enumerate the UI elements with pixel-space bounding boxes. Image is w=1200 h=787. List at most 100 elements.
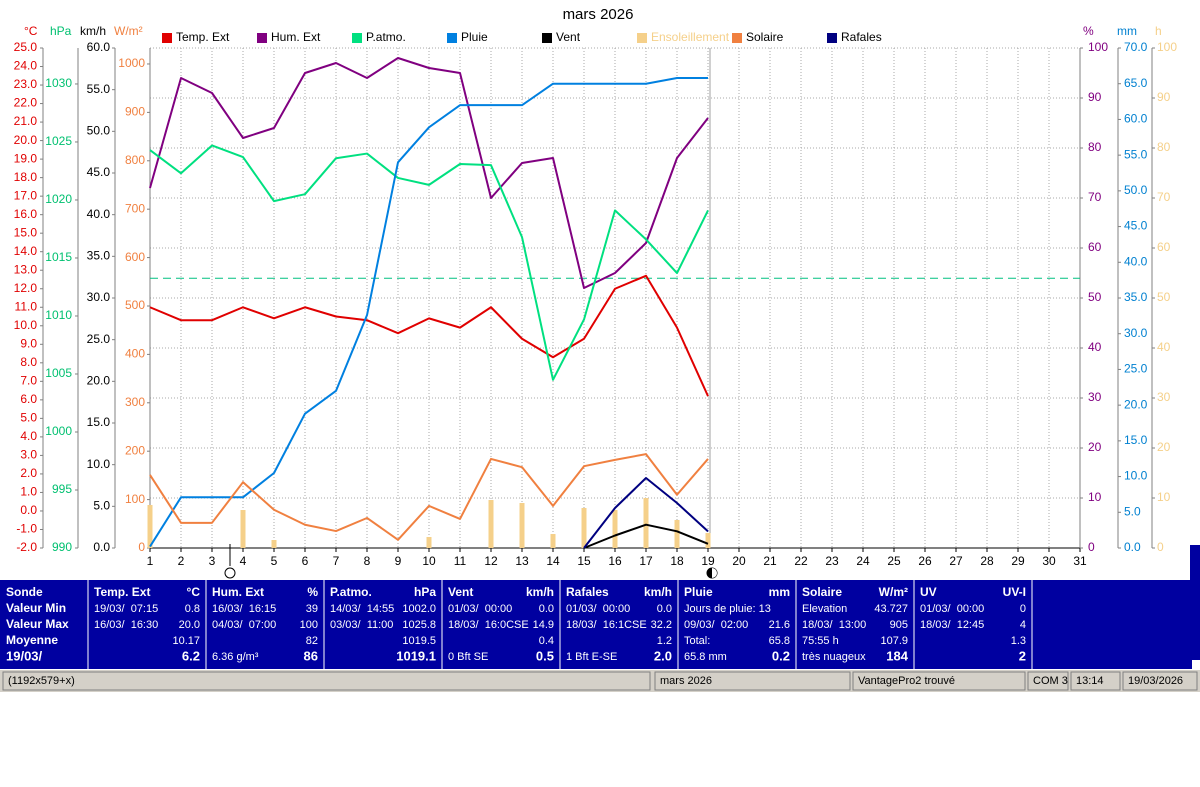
x-tick-label: 13 <box>515 554 529 568</box>
sunshine-bar <box>705 533 711 548</box>
y-tick-label: 50 <box>1088 290 1102 304</box>
y-tick-label: 40.0 <box>1124 254 1148 268</box>
cell-text: 19/03/ 07:15 <box>94 603 158 615</box>
cell-text: très nuageux <box>802 651 866 663</box>
y-tick-label: 500 <box>125 298 145 312</box>
table-header: Sonde <box>6 585 43 599</box>
y-tick-label: 100 <box>125 492 145 506</box>
legend-swatch <box>542 33 552 43</box>
x-tick-label: 1 <box>147 554 154 568</box>
y-tick-label: 14.0 <box>14 244 38 258</box>
cell-value: 1019.1 <box>396 648 436 663</box>
y-tick-label: 18.0 <box>14 170 38 184</box>
cell-value: 1025.8 <box>402 619 436 631</box>
y-tick-label: 3.0 <box>20 448 37 462</box>
x-tick-label: 22 <box>794 554 808 568</box>
y-tick-label: 35.0 <box>87 249 111 263</box>
moon-phase-light <box>712 568 717 578</box>
y-tick-label: 0 <box>138 540 145 554</box>
y-tick-label: 10 <box>1088 490 1102 504</box>
y-tick-label: 30.0 <box>87 290 111 304</box>
column-title: Hum. Ext <box>212 585 264 599</box>
cell-value: 86 <box>304 648 318 663</box>
x-tick-label: 2 <box>178 554 185 568</box>
cell-value: 65.8 <box>769 635 790 647</box>
y-tick-label: 4.0 <box>20 429 37 443</box>
y-tick-label: 50 <box>1157 290 1171 304</box>
chart-title: mars 2026 <box>563 6 634 23</box>
y-tick-label: 0 <box>1088 540 1095 554</box>
cell-text: Elevation <box>802 603 847 615</box>
column-unit: mm <box>769 585 790 599</box>
status-cell <box>1070 671 1121 691</box>
cell-value: 4 <box>1020 619 1026 631</box>
y-tick-label: 17.0 <box>14 188 38 202</box>
x-tick-label: 25 <box>887 554 901 568</box>
cell-value: 0.5 <box>536 648 554 663</box>
y-tick-label: 5.0 <box>1124 504 1141 518</box>
legend-label: Solaire <box>746 30 784 44</box>
y-tick-label: 55.0 <box>1124 147 1148 161</box>
legend-label: Rafales <box>841 30 882 44</box>
y-tick-label: 1010 <box>45 308 72 322</box>
y-tick-label: 13.0 <box>14 262 38 276</box>
status-text: (1192x579+x) <box>8 675 75 687</box>
cell-value: 82 <box>306 635 318 647</box>
cell-value: 0.4 <box>539 635 554 647</box>
column-unit: °C <box>187 585 201 599</box>
legend-label: Hum. Ext <box>271 30 321 44</box>
sunshine-bar <box>612 510 618 548</box>
column-unit: % <box>307 585 318 599</box>
x-tick-label: 15 <box>577 554 591 568</box>
y-tick-label: 5.0 <box>20 411 37 425</box>
x-tick-label: 26 <box>918 554 932 568</box>
cell-value: 32.2 <box>651 619 672 631</box>
cell-value: 6.2 <box>182 648 200 663</box>
cell-value: 107.9 <box>880 635 908 647</box>
x-tick-label: 20 <box>732 554 746 568</box>
column-unit: W/m² <box>879 585 908 599</box>
y-tick-label: 25.0 <box>87 332 111 346</box>
legend-label: Ensoleillement <box>651 30 730 44</box>
series-line <box>583 523 709 549</box>
y-tick-label: 60.0 <box>1124 112 1148 126</box>
y-tick-label: 20.0 <box>14 133 38 147</box>
sunshine-bar <box>147 505 153 548</box>
row-label: 19/03/ <box>6 648 43 663</box>
column-unit: hPa <box>414 585 436 599</box>
y-tick-label: 60 <box>1088 240 1102 254</box>
x-tick-label: 31 <box>1073 554 1087 568</box>
y-tick-label: 45.0 <box>87 165 111 179</box>
cell-value: 0.0 <box>657 603 672 615</box>
y-tick-label: 100 <box>1088 40 1108 54</box>
cell-value: 100 <box>300 619 318 631</box>
cell-text: 01/03/ 00:00 <box>920 603 984 615</box>
y-tick-label: 80 <box>1157 140 1171 154</box>
legend-swatch <box>162 33 172 43</box>
sunshine-bar <box>271 540 277 548</box>
y-tick-label: 12.0 <box>14 281 38 295</box>
y-tick-label: 21.0 <box>14 114 38 128</box>
y-tick-label: 0.0 <box>1124 540 1141 554</box>
status-bar: (1192x579+x) mars 2026 VantagePro2 trouvé C… <box>0 670 1200 692</box>
y-tick-label: 10.0 <box>1124 469 1148 483</box>
x-tick-label: 17 <box>639 554 653 568</box>
x-tick-label: 4 <box>240 554 247 568</box>
cell-text: 18/03/ 16:1CSE <box>566 619 647 631</box>
y-tick-label: 60 <box>1157 240 1171 254</box>
sunshine-bar <box>550 534 556 548</box>
sunshine-bar <box>519 503 525 548</box>
y-tick-label: 65.0 <box>1124 76 1148 90</box>
axis-unit: mm <box>1117 24 1137 38</box>
x-tick-label: 6 <box>302 554 309 568</box>
legend-swatch <box>352 33 362 43</box>
y-tick-label: 23.0 <box>14 77 38 91</box>
x-tick-label: 10 <box>422 554 436 568</box>
column-unit: km/h <box>526 585 554 599</box>
y-tick-label: 70 <box>1088 190 1102 204</box>
series-line <box>149 274 709 397</box>
y-tick-label: 1000 <box>118 56 145 70</box>
y-tick-label: 100 <box>1157 40 1177 54</box>
